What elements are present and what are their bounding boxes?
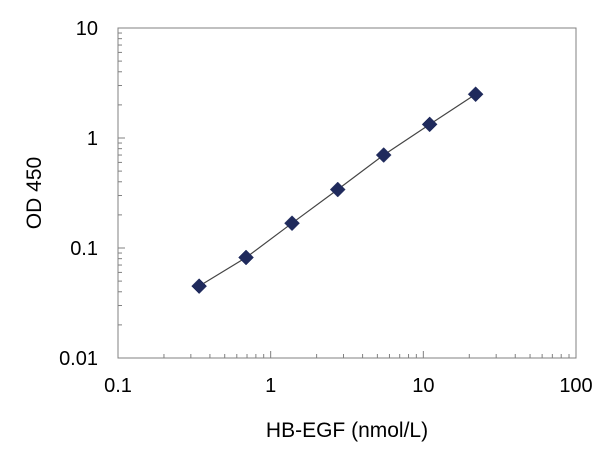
data-point bbox=[375, 147, 392, 163]
data-point bbox=[238, 249, 254, 266]
x-tick-label: 100 bbox=[559, 375, 592, 397]
x-axis-title: HB-EGF (nmol/L) bbox=[266, 419, 428, 442]
data-points bbox=[191, 86, 484, 295]
x-tick-label: 1 bbox=[265, 375, 276, 397]
y-tick-label: 10 bbox=[76, 18, 98, 40]
x-tick-label: 10 bbox=[412, 375, 434, 397]
y-axis-tick-labels: 0.01 0.1 1 10 bbox=[59, 18, 98, 370]
x-axis-tick-labels: 0.1 1 10 100 bbox=[104, 375, 593, 397]
x-axis-ticks bbox=[117, 351, 577, 358]
x-tick-label: 0.1 bbox=[104, 375, 132, 397]
data-point bbox=[191, 278, 207, 295]
y-axis-ticks bbox=[118, 27, 125, 359]
data-point bbox=[421, 116, 438, 133]
data-point bbox=[329, 181, 346, 198]
y-tick-label: 1 bbox=[87, 128, 98, 150]
y-axis-title: OD 450 bbox=[23, 157, 46, 229]
data-point bbox=[284, 215, 300, 232]
y-tick-label: 0.01 bbox=[59, 348, 98, 370]
data-point bbox=[467, 86, 484, 103]
y-tick-label: 0.1 bbox=[70, 238, 98, 260]
plot-area bbox=[117, 27, 577, 359]
